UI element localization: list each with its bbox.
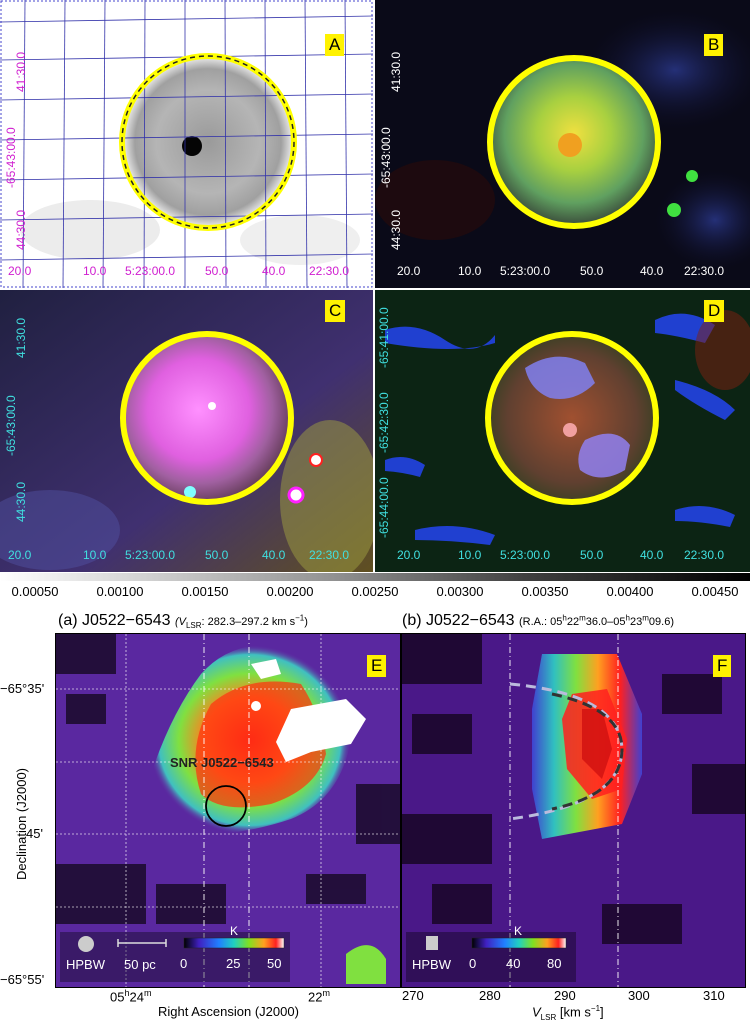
panel-d-dec-tick: -65:44:00.0 [377, 477, 391, 538]
panel-e-xlabel: Right Ascension (J2000) [158, 1004, 299, 1019]
panel-f-hpbw: HPBW [412, 957, 451, 972]
panel-c-dec-tick: 41:30.0 [14, 317, 28, 358]
panel-a: A 20.0 10.0 5:23:00.0 50.0 40.0 22:30.0 … [0, 0, 373, 288]
panel-c-ra-tick: 40.0 [262, 548, 286, 562]
panel-d-ra-tick: 50.0 [580, 548, 604, 562]
panel-a-label: A [325, 34, 345, 56]
panel-a-ra-tick: 5:23:00.0 [125, 264, 176, 278]
panel-f-xtick: 310 [703, 988, 725, 1003]
panel-b-image [375, 0, 750, 288]
panel-f-map [402, 634, 745, 987]
panel-c: C 20.0 10.0 5:23:00.0 50.0 40.0 22:30.0 … [0, 290, 373, 572]
panel-d-ra-tick: 10.0 [458, 548, 482, 562]
colorbar-top-ticks: 0.00050 0.00100 0.00150 0.00200 0.00250 … [0, 584, 750, 604]
panel-e-snr-label: SNR J0522−6543 [170, 755, 274, 770]
panel-f-xtick: 290 [554, 988, 576, 1003]
panel-c-ra-tick: 20.0 [8, 548, 32, 562]
panel-e-ra-tick: 22m [308, 988, 330, 1005]
panel-e-dec-tick: 45' [26, 826, 43, 841]
panel-f-cb-tick: 40 [506, 956, 521, 971]
colorbar-tick: 0.00200 [266, 584, 314, 599]
panel-f-cb-tick: 80 [547, 956, 562, 971]
panel-a-dec-tick: 41:30.0 [14, 51, 28, 92]
colorbar-tick: 0.00350 [521, 584, 569, 599]
panel-f-title-sub: (R.A.: 05h22m36.0–05h23m09.6) [518, 613, 674, 628]
colorbar-tick: 0.00300 [436, 584, 484, 599]
panel-f-label: F [713, 655, 732, 677]
panel-f-xlabel: VLSR [km s−1] [532, 1004, 604, 1022]
panel-e-cb-tick: 25 [226, 956, 241, 971]
panel-e-title-sub: (VLSR: 282.3–297.2 km s−1) [174, 613, 308, 631]
panel-e-ylabel: Declination (J2000) [14, 767, 29, 880]
panel-b-ra-tick: 5:23:00.0 [500, 264, 551, 278]
panel-b: B 20.0 10.0 5:23:00.0 50.0 40.0 22:30.0 … [375, 0, 750, 288]
panel-a-dec-tick: 44:30.0 [14, 209, 28, 250]
colorbar-tick: 0.00100 [96, 584, 144, 599]
panel-a-ra-tick: 10.0 [83, 264, 107, 278]
panel-c-ra-tick: 10.0 [83, 548, 107, 562]
colorbar-tick: 0.00150 [181, 584, 229, 599]
panel-a-ra-tick: 40.0 [262, 264, 286, 278]
panel-e-title: (a) J0522−6543 (VLSR: 282.3–297.2 km s−1… [58, 612, 308, 630]
panel-e-label: E [367, 655, 387, 677]
panel-f-xtick: 270 [402, 988, 424, 1003]
colorbar-tick: 0.00450 [691, 584, 739, 599]
panel-b-dec-tick: -65:43:00.0 [379, 127, 393, 188]
panel-d: D 20.0 10.0 5:23:00.0 50.0 40.0 22:30.0 … [375, 290, 750, 572]
panel-b-ra-tick: 20.0 [397, 264, 421, 278]
panel-f-xtick: 300 [628, 988, 650, 1003]
panel-b-ra-tick: 10.0 [458, 264, 482, 278]
panel-a-grid [0, 0, 373, 288]
panel-f: F HPBW K 0 40 80 [401, 633, 746, 988]
panel-f-title-main: (b) J0522−6543 [402, 612, 515, 629]
panel-a-ra-tick: 20.0 [8, 264, 32, 278]
panel-c-ra-tick: 22:30.0 [309, 548, 350, 562]
panel-c-ra-tick: 50.0 [205, 548, 229, 562]
panel-e-cb-tick: 50 [267, 956, 282, 971]
panel-d-ra-tick: 5:23:00.0 [500, 548, 551, 562]
panel-f-cb-unit: K [514, 924, 523, 938]
panel-c-image [0, 290, 373, 572]
panel-d-ra-tick: 40.0 [640, 548, 664, 562]
panel-d-label: D [704, 300, 725, 322]
panel-a-image [0, 0, 373, 288]
panel-f-title: (b) J0522−6543 (R.A.: 05h22m36.0–05h23m0… [402, 612, 674, 630]
panel-e-cb-unit: K [230, 924, 239, 938]
panel-e: E SNR J0522−6543 HPBW 50 pc K 0 25 50 [55, 633, 401, 988]
panel-e-ra-tick: 05h24m [110, 988, 152, 1005]
panel-f-cb-tick: 0 [469, 956, 477, 971]
colorbar-tick: 0.00050 [11, 584, 59, 599]
panel-a-ra-tick: 22:30.0 [309, 264, 350, 278]
panel-c-dec-tick: -65:43:00.0 [4, 395, 18, 456]
colorbar-tick: 0.00400 [606, 584, 654, 599]
panel-e-map [56, 634, 400, 987]
panel-b-ra-tick: 40.0 [640, 264, 664, 278]
panel-e-scale: 50 pc [124, 957, 156, 972]
colorbar-tick: 0.00250 [351, 584, 399, 599]
panel-e-hpbw: HPBW [66, 957, 105, 972]
panel-a-dec-tick: -65:43:00.0 [4, 127, 18, 188]
panel-e-cb-tick: 0 [180, 956, 188, 971]
panel-b-dec-tick: 44:30.0 [389, 209, 403, 250]
panel-e-title-main: (a) J0522−6543 [58, 612, 171, 629]
panel-f-xtick: 280 [479, 988, 501, 1003]
panel-b-dec-tick: 41:30.0 [389, 51, 403, 92]
panel-e-dec-tick: −65°35' [0, 681, 45, 696]
colorbar-top [0, 573, 750, 581]
panel-c-dec-tick: 44:30.0 [14, 481, 28, 522]
panel-e-dec-tick: −65°55' [0, 972, 45, 987]
panel-b-ra-tick: 22:30.0 [684, 264, 725, 278]
panel-d-image [375, 290, 750, 572]
panel-d-dec-tick: -65:42:30.0 [377, 392, 391, 453]
panel-d-dec-tick: -65:41:00.0 [377, 307, 391, 368]
panel-a-ra-tick: 50.0 [205, 264, 229, 278]
panel-d-ra-tick: 22:30.0 [684, 548, 725, 562]
panel-c-ra-tick: 5:23:00.0 [125, 548, 176, 562]
panel-d-ra-tick: 20.0 [397, 548, 421, 562]
panel-c-label: C [325, 300, 346, 322]
panel-b-label: B [704, 34, 724, 56]
panel-b-ra-tick: 50.0 [580, 264, 604, 278]
